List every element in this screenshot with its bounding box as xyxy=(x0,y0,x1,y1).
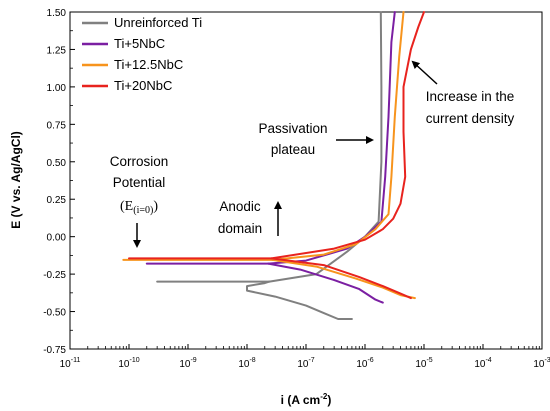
series-ti-5nbc-anodic xyxy=(267,11,396,265)
passivation-text-line2: plateau xyxy=(271,142,315,157)
y-tick-label: 0.00 xyxy=(47,233,67,244)
annotation-passivation-plateau: Passivation plateau xyxy=(258,121,374,157)
y-tick-label: 1.00 xyxy=(47,83,67,94)
x-axis-title-sup: -2 xyxy=(320,392,328,401)
increase-text-line1: Increase in the xyxy=(426,89,515,104)
series-ti-20nbc-anodic xyxy=(270,11,425,260)
legend-label-ti-5nbc: Ti+5NbC xyxy=(114,36,165,51)
annotation-corrosion-potential: Corrosion Potential (E(i=0)) xyxy=(110,154,169,248)
legend: Unreinforced Ti Ti+5NbC Ti+12.5NbC Ti+20… xyxy=(82,15,202,93)
x-tick-label: 10-4 xyxy=(474,357,491,370)
series-unreinforced-ti-cathodic xyxy=(246,280,353,320)
x-tick-label: 10-9 xyxy=(179,357,196,370)
corrosion-e-sub: (i=0) xyxy=(133,205,153,216)
y-tick-label: -0.50 xyxy=(43,308,66,319)
series-ti-12-5nbc-cathodic xyxy=(271,258,416,300)
anodic-text-line1: Anodic xyxy=(219,199,261,214)
x-axis-title-main: i (A cm xyxy=(281,393,321,407)
y-tick-label: -0.25 xyxy=(43,270,66,281)
legend-label-unreinforced-ti: Unreinforced Ti xyxy=(114,15,202,30)
corrosion-e-main: E xyxy=(125,199,134,214)
series-ti-5nbc-cathodic xyxy=(267,262,384,304)
x-tick-label: 10-5 xyxy=(415,357,432,370)
x-tick-label: 10-8 xyxy=(238,357,255,370)
x-tick-label: 10-11 xyxy=(60,357,81,370)
y-axis-title: E (V vs. Ag/AgCl) xyxy=(9,131,23,229)
corrosion-text-line1: Corrosion xyxy=(110,154,169,169)
y-tick-label: 1.25 xyxy=(47,45,67,56)
x-tick-label: 10-3 xyxy=(533,357,550,370)
x-axis-title: i (A cm-2) xyxy=(281,392,332,407)
axis-tick-labels: 10-11 10-10 10-9 10-8 10-7 10-6 10-5 10-4 10-3 -0… xyxy=(43,8,550,370)
corrosion-text-line2: Potential xyxy=(113,175,166,190)
y-tick-label: 0.25 xyxy=(47,195,67,206)
annotation-current-density: Increase in the current density xyxy=(411,60,515,126)
y-tick-label: 0.50 xyxy=(47,158,67,169)
corrosion-e-label: (E(i=0)) xyxy=(120,199,158,216)
passivation-text-line1: Passivation xyxy=(258,121,327,136)
axis-ticks xyxy=(69,11,543,350)
increase-text-line2: current density xyxy=(426,111,515,126)
increase-arrow xyxy=(411,60,438,85)
series-ti-20nbc-cathodic xyxy=(270,257,412,300)
anodic-text-line2: domain xyxy=(218,221,262,236)
x-tick-label: 10-10 xyxy=(118,357,139,370)
legend-label-ti-20nbc: Ti+20NbC xyxy=(114,78,172,93)
legend-label-ti-12-5nbc: Ti+12.5NbC xyxy=(114,57,183,72)
y-tick-label: 0.75 xyxy=(47,120,67,131)
series-lines xyxy=(122,11,425,320)
y-tick-label: -0.75 xyxy=(43,345,66,356)
y-tick-label: 1.50 xyxy=(47,8,67,19)
series-ti-12-5nbc-anodic xyxy=(271,11,405,261)
x-tick-label: 10-7 xyxy=(297,357,314,370)
annotation-anodic-domain: Anodic domain xyxy=(218,199,282,236)
x-tick-label: 10-6 xyxy=(356,357,373,370)
x-axis-title-end: ) xyxy=(327,393,331,407)
